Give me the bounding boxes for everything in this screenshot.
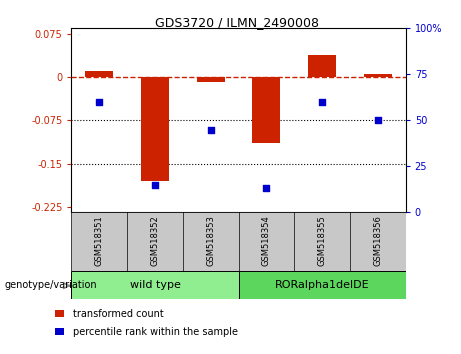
Text: GSM518353: GSM518353 <box>206 215 215 266</box>
Bar <box>308 55 336 77</box>
Point <box>374 118 382 123</box>
Bar <box>71 271 239 299</box>
Bar <box>55 310 64 317</box>
Text: genotype/variation: genotype/variation <box>5 280 97 290</box>
Text: percentile rank within the sample: percentile rank within the sample <box>73 327 238 337</box>
Text: GSM518355: GSM518355 <box>318 215 327 266</box>
Text: GDS3720 / ILMN_2490008: GDS3720 / ILMN_2490008 <box>155 16 319 29</box>
Text: GSM518356: GSM518356 <box>373 215 382 266</box>
Point <box>95 99 103 105</box>
Text: RORalpha1delDE: RORalpha1delDE <box>275 280 369 290</box>
Point <box>319 99 326 105</box>
Point <box>151 182 159 188</box>
Bar <box>364 74 392 77</box>
Text: GSM518352: GSM518352 <box>150 215 160 266</box>
Bar <box>85 72 113 77</box>
Bar <box>238 271 406 299</box>
Point <box>263 185 270 191</box>
Point <box>207 127 214 132</box>
Bar <box>197 77 225 82</box>
Text: transformed count: transformed count <box>73 309 164 319</box>
Bar <box>253 77 280 143</box>
Text: GSM518351: GSM518351 <box>95 215 104 266</box>
Text: wild type: wild type <box>130 280 180 290</box>
Bar <box>55 328 64 335</box>
Text: GSM518354: GSM518354 <box>262 215 271 266</box>
Bar <box>141 77 169 181</box>
